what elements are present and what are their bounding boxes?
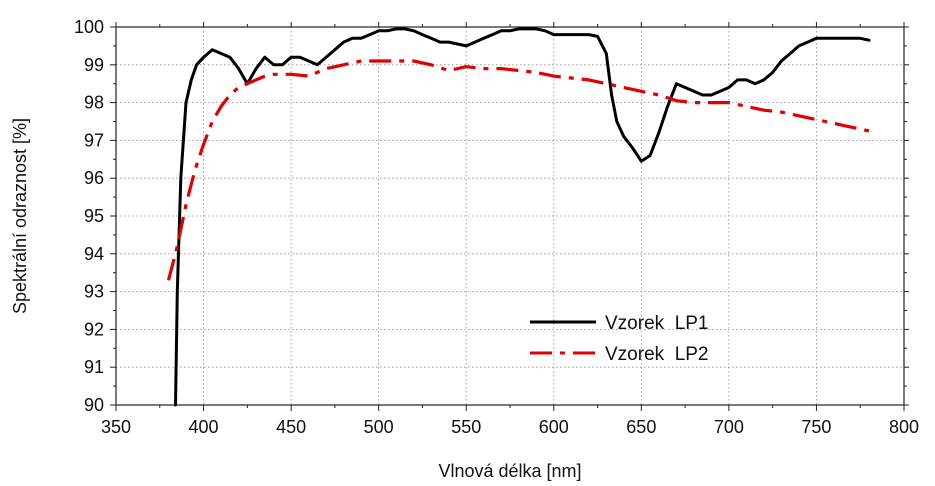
series-line-lp2 [166,59,870,281]
x-tick-label: 550 [451,417,481,437]
legend-label-lp1: Vzorek LP1 [605,313,709,334]
y-tick-label: 99 [84,55,104,75]
y-tick-label: 97 [84,130,104,150]
y-tick-label: 100 [74,17,104,37]
x-tick-label: 450 [276,417,306,437]
x-tick-label: 400 [189,417,219,437]
x-tick-label: 800 [889,417,919,437]
y-tick-label: 92 [84,319,104,339]
y-tick-label: 94 [84,244,104,264]
legend-label-lp2: Vzorek LP2 [605,344,709,365]
x-tick-label: 600 [539,417,569,437]
plot-frame [115,26,905,406]
y-tick-label: 93 [84,282,104,302]
y-tick-label: 91 [84,357,104,377]
series-layer [166,27,871,407]
y-tick-label: 95 [84,206,104,226]
x-axis-title: Vlnová délka [nm] [438,461,581,481]
y-tick-label: 96 [84,168,104,188]
x-tick-label: 700 [714,417,744,437]
x-tick-label: 750 [801,417,831,437]
x-tick-label: 350 [101,417,131,437]
series-line-lp1 [174,27,871,407]
y-tick-label: 98 [84,93,104,113]
x-tick-label: 650 [626,417,656,437]
tick-layer: 350 400 450 500 550 600 650 700 750 800 90 91 92 93 94… [74,17,919,437]
legend: Vzorek LP1 Vzorek LP2 [530,313,709,365]
y-tick-label: 90 [84,395,104,415]
y-axis-title: Spektrální odraznost [%] [10,118,30,314]
x-tick-label: 500 [364,417,394,437]
grid-layer [116,27,904,405]
